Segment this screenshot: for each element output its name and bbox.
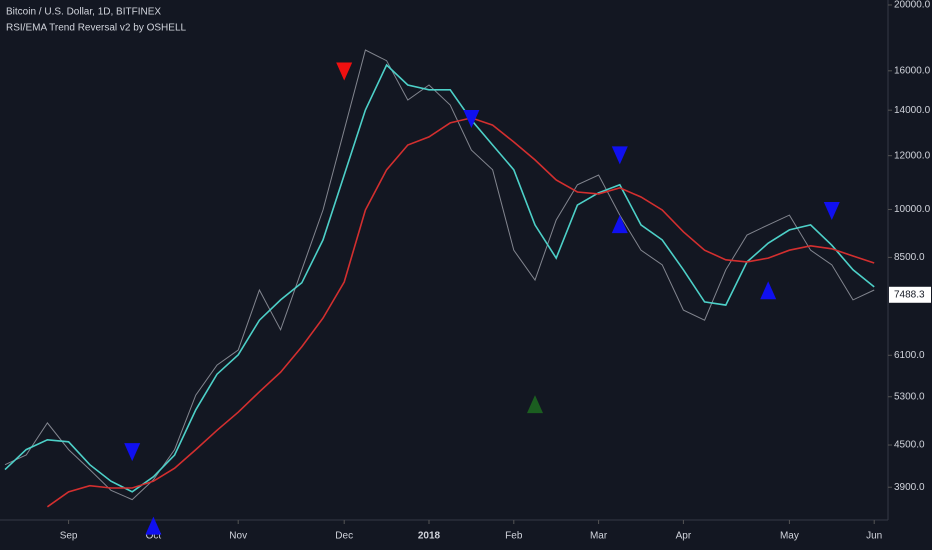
y-tick-label: 12000.0 — [894, 150, 931, 161]
x-tick-label: Feb — [505, 531, 523, 542]
series-line — [4, 63, 875, 493]
last-price-box — [889, 286, 931, 303]
x-tick-label: Sep — [60, 531, 78, 542]
signal-triangle — [611, 215, 628, 234]
series-line — [46, 117, 875, 508]
x-tick-label: Dec — [335, 531, 353, 542]
x-tick-label: Oct — [146, 531, 162, 542]
y-tick-label: 3900.0 — [894, 482, 925, 493]
y-tick-label: 14000.0 — [894, 105, 931, 116]
x-tick-label: Mar — [590, 531, 608, 542]
signal-triangle — [760, 281, 777, 300]
indicator-name: RSI/EMA Trend Reversal v2 by OSHELL — [6, 23, 187, 34]
x-tick-label: Apr — [676, 531, 692, 542]
last-price-label: 7488.3 — [894, 289, 925, 300]
x-tick-label: Nov — [229, 531, 247, 542]
x-tick-label: Jun — [866, 531, 882, 542]
y-tick-label: 16000.0 — [894, 65, 931, 76]
signal-triangle — [527, 395, 543, 414]
y-tick-label: 4500.0 — [894, 440, 925, 451]
signal-triangle — [336, 62, 353, 81]
signal-triangle — [611, 146, 628, 165]
y-tick-label: 20000.0 — [894, 0, 931, 11]
y-tick-label: 5300.0 — [894, 391, 925, 402]
y-tick-label: 6100.0 — [894, 350, 925, 361]
signal-triangle — [463, 109, 480, 128]
signal-triangle — [145, 516, 162, 535]
signal-triangle — [823, 201, 840, 220]
signal-triangle — [124, 443, 141, 462]
x-tick-label: 2018 — [418, 531, 441, 542]
x-tick-label: May — [780, 531, 799, 542]
y-tick-label: 8500.0 — [894, 252, 925, 263]
y-tick-label: 10000.0 — [894, 204, 931, 215]
chart-title: Bitcoin / U.S. Dollar, 1D, BITFINEX — [6, 7, 161, 18]
